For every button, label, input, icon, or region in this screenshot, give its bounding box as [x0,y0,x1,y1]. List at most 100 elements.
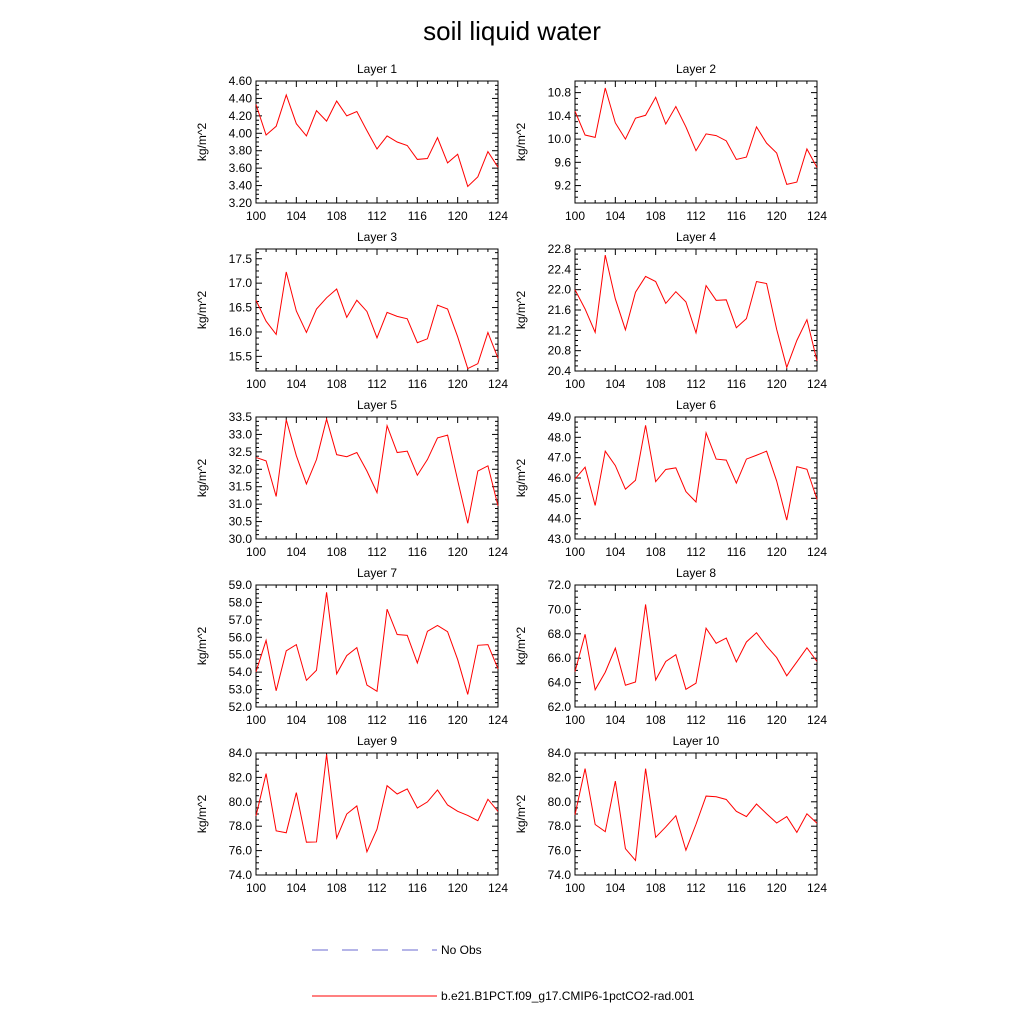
x-tick-label: 124 [807,713,827,727]
x-tick-label: 112 [367,713,386,727]
x-tick-label: 104 [286,377,306,391]
y-tick-label: 58.0 [229,595,253,609]
x-tick-label: 104 [605,545,625,559]
y-tick-label: 74.0 [548,868,572,882]
y-tick-label: 56.0 [229,630,253,644]
x-tick-label: 104 [605,209,625,223]
y-tick-label: 33.0 [229,427,253,441]
x-tick-label: 112 [367,209,386,223]
x-tick-label: 112 [686,377,705,391]
y-tick-label: 22.4 [548,262,572,276]
y-tick-label: 4.60 [229,74,253,88]
y-tick-label: 64.0 [548,676,572,690]
panel-title: Layer 4 [676,230,716,244]
y-tick-label: 80.0 [229,795,253,809]
x-tick-label: 108 [327,209,347,223]
plot-frame [255,416,499,540]
y-axis-label: kg/m^2 [514,459,528,498]
panel-layer-8: Layer 8 kg/m^2 100 104 108 112 116 120 124 62.0 64… [514,566,827,727]
x-tick-label: 116 [727,713,746,727]
y-tick-label: 78.0 [229,819,253,833]
x-tick-label: 108 [646,713,666,727]
x-tick-label: 108 [327,881,347,895]
x-tick-label: 100 [246,209,266,223]
panel-title: Layer 7 [357,566,397,580]
y-tick-label: 20.8 [548,344,572,358]
x-tick-label: 124 [488,545,508,559]
x-tick-label: 112 [686,881,705,895]
x-tick-label: 100 [246,545,266,559]
y-axis-label: kg/m^2 [195,627,209,666]
y-tick-label: 59.0 [229,578,253,592]
series-line [255,93,499,188]
y-tick-label: 10.8 [548,86,572,100]
series-line [574,254,818,370]
panel-title: Layer 10 [673,734,720,748]
series-line [574,87,818,186]
x-tick-label: 108 [327,713,347,727]
series-line [255,754,499,854]
y-tick-label: 82.0 [548,770,572,784]
x-tick-label: 112 [686,713,705,727]
x-tick-label: 124 [488,209,508,223]
x-tick-label: 100 [565,209,585,223]
y-tick-label: 84.0 [548,746,572,760]
y-tick-label: 30.5 [229,515,253,529]
x-tick-label: 100 [565,713,585,727]
x-tick-label: 120 [767,881,787,895]
y-tick-label: 54.0 [229,665,253,679]
y-tick-label: 3.20 [229,196,253,210]
x-tick-label: 116 [408,713,427,727]
y-tick-label: 31.5 [229,480,253,494]
x-tick-label: 108 [646,377,666,391]
plot-frame [574,752,818,876]
panel-title: Layer 8 [676,566,716,580]
x-tick-label: 120 [448,377,468,391]
panel-title: Layer 3 [357,230,397,244]
x-tick-label: 116 [727,545,746,559]
panels: Layer 1 kg/m^2 100 104 108 112 116 120 124 3.20 3.… [195,62,827,895]
y-axis-label: kg/m^2 [195,795,209,834]
x-tick-label: 108 [646,545,666,559]
x-tick-label: 124 [807,881,827,895]
x-tick-label: 120 [448,209,468,223]
x-tick-label: 120 [767,377,787,391]
x-tick-label: 112 [686,209,705,223]
y-tick-label: 44.0 [548,512,572,526]
panel-layer-9: Layer 9 kg/m^2 100 104 108 112 116 120 124 74.0 76… [195,734,508,895]
y-tick-label: 33.5 [229,410,253,424]
x-tick-label: 120 [448,713,468,727]
y-tick-label: 32.5 [229,445,253,459]
plot-frame [574,80,818,204]
panel-layer-10: Layer 10 kg/m^2 100 104 108 112 116 120 124 74.0 7… [514,734,827,895]
x-tick-label: 124 [807,545,827,559]
y-tick-label: 15.5 [229,349,253,363]
x-tick-label: 100 [246,377,266,391]
y-tick-label: 57.0 [229,613,253,627]
x-tick-label: 116 [408,881,427,895]
x-tick-label: 112 [686,545,705,559]
y-axis-label: kg/m^2 [195,123,209,162]
panel-title: Layer 2 [676,62,716,76]
x-tick-label: 108 [327,545,347,559]
series-line [255,592,499,695]
panel-layer-4: Layer 4 kg/m^2 100 104 108 112 116 120 124 20.4 20… [514,230,827,391]
y-tick-label: 82.0 [229,770,253,784]
x-tick-label: 108 [646,881,666,895]
y-tick-label: 84.0 [229,746,253,760]
y-tick-label: 46.0 [548,471,572,485]
x-tick-label: 116 [727,209,746,223]
y-axis-label: kg/m^2 [514,627,528,666]
y-tick-label: 43.0 [548,532,572,546]
y-tick-label: 9.6 [554,155,571,169]
y-tick-label: 48.0 [548,430,572,444]
x-tick-label: 124 [488,881,508,895]
x-tick-label: 100 [246,713,266,727]
y-tick-label: 53.0 [229,683,253,697]
x-tick-label: 124 [807,377,827,391]
y-tick-label: 10.0 [548,132,572,146]
x-tick-label: 116 [408,209,427,223]
x-tick-label: 104 [286,713,306,727]
panel-layer-6: Layer 6 kg/m^2 100 104 108 112 116 120 124 43.0 44… [514,398,827,559]
y-tick-label: 16.0 [229,325,253,339]
